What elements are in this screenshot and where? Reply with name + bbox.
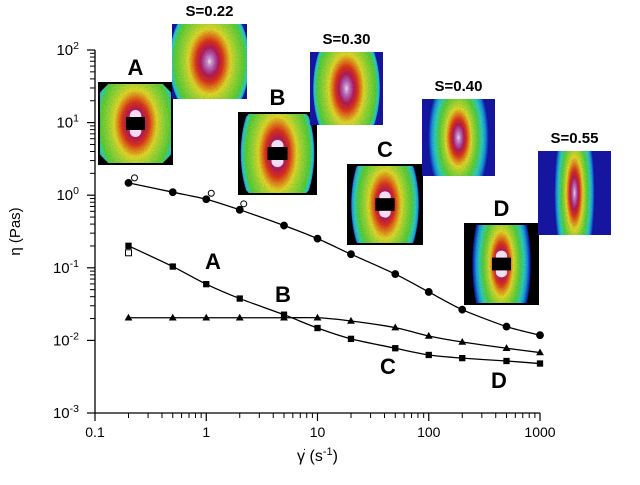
svg-text:10-2: 10-2 [53,330,79,349]
svg-text:C: C [377,137,393,162]
svg-text:100: 100 [417,424,441,440]
svg-text:1000: 1000 [524,424,555,440]
svg-text:γ (s-1): γ (s-1) [297,446,338,465]
svg-text:D: D [491,368,507,393]
svg-text:B: B [275,282,291,307]
svg-text:A: A [128,55,144,80]
svg-text:100: 100 [56,185,79,204]
svg-text:A: A [205,249,221,274]
svg-text:D: D [494,196,510,221]
svg-text:η (Pas): η (Pas) [7,207,24,255]
svg-text:B: B [270,85,286,110]
svg-text:S=0.22: S=0.22 [186,3,234,20]
svg-text:S=0.40: S=0.40 [435,78,483,95]
svg-text:102: 102 [56,40,79,59]
svg-text:101: 101 [56,113,79,132]
svg-text:S=0.30: S=0.30 [323,31,371,48]
svg-text:1: 1 [202,424,210,440]
svg-text:S=0.55: S=0.55 [551,130,599,147]
svg-text:10-3: 10-3 [53,403,79,422]
svg-text:0.1: 0.1 [85,424,105,440]
svg-text:10-1: 10-1 [53,258,79,277]
svg-text:10: 10 [310,424,326,440]
svg-text:C: C [380,354,396,379]
